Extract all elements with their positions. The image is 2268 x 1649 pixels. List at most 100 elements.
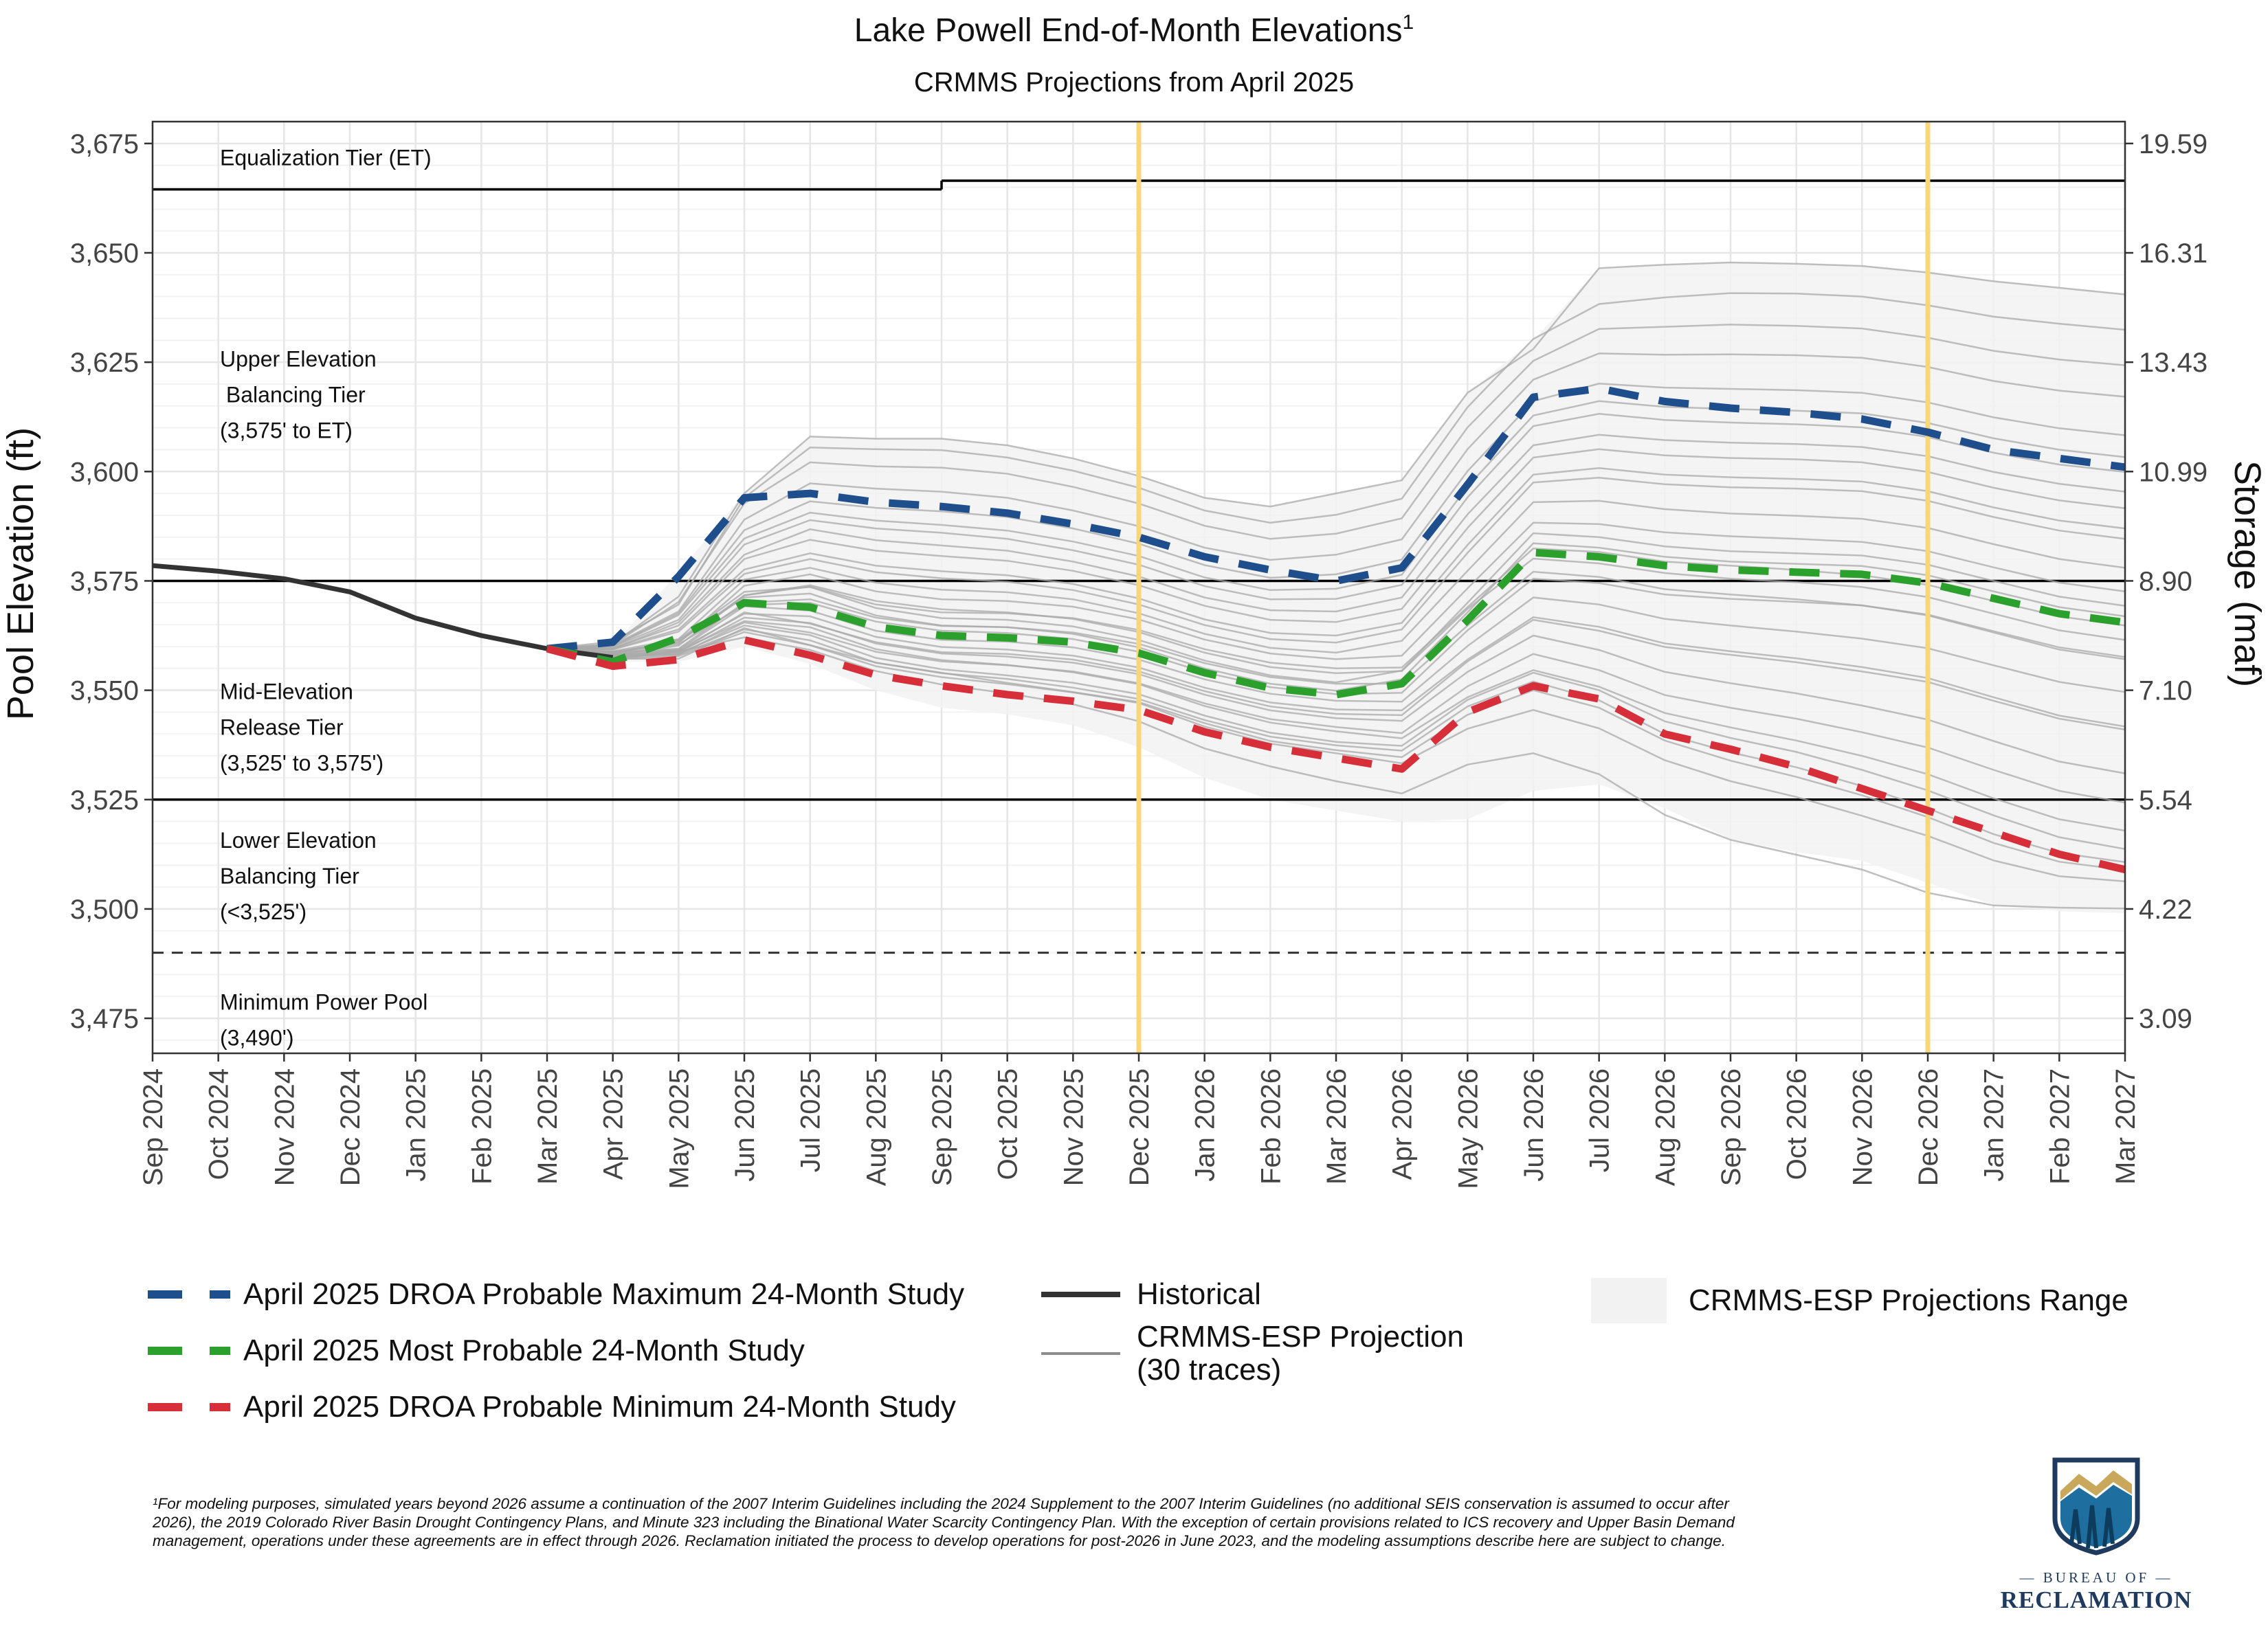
probable-min-line (546, 636, 2126, 873)
x-tick-label: Jun 2026 (1519, 1068, 1549, 1182)
y-tick-label: 3,525 (70, 785, 139, 816)
esp-trace-line (546, 557, 2126, 675)
esp-trace-line (546, 383, 2126, 650)
esp-trace-line (546, 578, 2126, 695)
esp-trace-line (547, 434, 2126, 650)
y2-tick-label: 5.54 (2139, 785, 2192, 816)
legend-swatch-most-probable (148, 1347, 230, 1355)
esp-trace-line (546, 521, 2126, 660)
logo-text-bureau: — BUREAU OF — (2019, 1569, 2173, 1586)
legend-swatch-historical (1041, 1292, 1120, 1297)
x-tick-label: Apr 2026 (1388, 1068, 1418, 1180)
x-tick-label: Feb 2026 (1256, 1068, 1286, 1185)
x-tick-label: Apr 2025 (599, 1068, 629, 1180)
reclamation-logo: — BUREAU OF — RECLAMATION (1997, 1453, 2196, 1618)
zone-label-line: (<3,525') (220, 899, 307, 924)
x-tick-label: Jul 2025 (796, 1068, 826, 1172)
zone-label-line: Release Tier (220, 715, 344, 739)
x-tick-label: Mar 2025 (533, 1068, 563, 1185)
x-tick-label: Sep 2025 (927, 1068, 957, 1186)
zone-label-line: Balancing Tier (220, 864, 359, 888)
y2-tick-label: 7.10 (2139, 676, 2192, 706)
y-tick-label: 3,600 (70, 457, 139, 487)
x-tick-label: Nov 2025 (1058, 1068, 1089, 1186)
legend-item-historical: Historical (1038, 1278, 1261, 1311)
reclamation-shield-icon (2052, 1457, 2140, 1556)
legend-label-esp-projection: CRMMS-ESP Projection (1137, 1320, 1464, 1354)
esp-trace-line (546, 620, 2126, 832)
zone-label-line: (3,575' to ET) (220, 418, 353, 443)
legend-swatch-probable-min (148, 1403, 230, 1411)
x-tick-label: Nov 2024 (269, 1068, 300, 1186)
esp-trace-line (546, 324, 2126, 650)
x-tick-label: Jan 2025 (401, 1068, 432, 1182)
chart-subtitle: CRMMS Projections from April 2025 (914, 67, 1354, 98)
zone-label: Upper Elevation Balancing Tier (3,575' to… (220, 347, 377, 443)
x-tick-label: Jun 2025 (730, 1068, 760, 1182)
legend-item-esp-projection: CRMMS-ESP Projection (30 traces) (1038, 1321, 1464, 1387)
esp-trace-line (546, 636, 2126, 910)
zone-label: Lower Elevation Balancing Tier (<3,525') (220, 828, 377, 924)
x-tick-label: Dec 2026 (1913, 1068, 1944, 1186)
esp-trace-line (546, 261, 2126, 650)
y-tick-label: 3,575 (70, 566, 139, 596)
x-tick-label: Aug 2026 (1650, 1068, 1680, 1186)
legend-item-probable-max: April 2025 DROA Probable Maximum 24-Mont… (144, 1278, 964, 1311)
y2-tick-label: 8.90 (2139, 566, 2192, 596)
x-tick-label: Jan 2027 (1979, 1068, 2010, 1182)
logo-text-reclamation: RECLAMATION (2000, 1586, 2192, 1613)
y-axis-label: Pool Elevation (ft) (0, 427, 41, 720)
esp-trace-line (546, 400, 2126, 650)
zone-label-line: Equalization Tier (ET) (220, 146, 432, 170)
esp-trace-line (546, 611, 2126, 731)
x-tick-label: Feb 2027 (2045, 1068, 2075, 1185)
footnote: ¹For modeling purposes, simulated years … (153, 1495, 1735, 1549)
legend-label-most-probable: April 2025 Most Probable 24-Month Study (243, 1334, 805, 1367)
esp-trace-line (546, 621, 2126, 804)
x-tick-label: May 2025 (664, 1068, 694, 1189)
y-tick-label: 3,500 (70, 895, 139, 925)
x-tick-label: Aug 2025 (861, 1068, 891, 1186)
y-tick-label: 3,625 (70, 348, 139, 378)
legend-swatch-probable-max (148, 1290, 230, 1299)
zone-label-line: Balancing Tier (220, 383, 366, 407)
legend-item-probable-min: April 2025 DROA Probable Minimum 24-Mont… (144, 1391, 956, 1424)
esp-trace-line (546, 500, 2126, 654)
zone-label-line: Upper Elevation (220, 347, 377, 372)
x-tick-label: Mar 2026 (1322, 1068, 1352, 1185)
zone-label-line: Lower Elevation (220, 828, 377, 853)
x-tick-label: Sep 2024 (138, 1068, 168, 1186)
legend-label-probable-min: April 2025 DROA Probable Minimum 24-Mont… (243, 1390, 956, 1424)
y2-tick-label: 19.59 (2139, 129, 2208, 159)
y2-tick-label: 3.09 (2139, 1004, 2192, 1034)
y2-tick-label: 4.22 (2139, 895, 2192, 925)
y2-tick-label: 10.99 (2139, 457, 2208, 487)
chart-title: Lake Powell End-of-Month Elevations1 (854, 11, 1414, 49)
x-tick-label: Oct 2025 (993, 1068, 1023, 1180)
zone-label: Minimum Power Pool (3,490') (220, 989, 427, 1050)
y2-axis-label: Storage (maf) (2227, 460, 2268, 687)
legend: April 2025 DROA Probable Maximum 24-Mont… (144, 1264, 2172, 1457)
legend-item-range: CRMMS-ESP Projections Range (1591, 1278, 2128, 1323)
legend-swatch-esp-projection (1041, 1352, 1120, 1355)
plot-area: Equalization Tier (ET) Upper Elevation Ba… (70, 120, 2208, 1189)
zone-label: Equalization Tier (ET) (220, 146, 432, 170)
legend-swatch-range (1591, 1278, 1667, 1323)
x-tick-label: Oct 2024 (204, 1068, 234, 1180)
y-tick-label: 3,550 (70, 676, 139, 706)
legend-label-probable-max: April 2025 DROA Probable Maximum 24-Mont… (243, 1277, 965, 1311)
zone-label-line: (3,490') (220, 1025, 294, 1050)
historical-line (152, 563, 614, 660)
esp-trace-line (546, 413, 2126, 650)
x-tick-label: Dec 2025 (1124, 1068, 1155, 1186)
esp-trace-line (546, 448, 2126, 650)
zone-label: Mid-Elevation Release Tier (3,525' to 3,57… (220, 679, 383, 775)
x-tick-label: Jan 2026 (1190, 1068, 1221, 1182)
y2-tick-label: 16.31 (2139, 238, 2208, 269)
zone-label-line: Mid-Elevation (220, 679, 353, 704)
x-tick-label: Dec 2024 (335, 1068, 366, 1186)
zone-label-line: Minimum Power Pool (220, 989, 427, 1014)
x-tick-label: Feb 2025 (467, 1068, 497, 1185)
chart: Lake Powell End-of-Month Elevations1 CRM… (0, 11, 2268, 1189)
zone-label-line: (3,525' to 3,575') (220, 750, 383, 775)
